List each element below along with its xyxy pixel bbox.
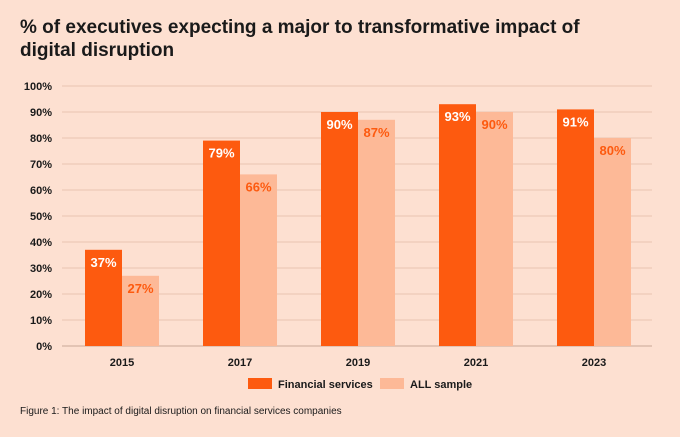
data-label: 37% xyxy=(90,255,116,270)
y-tick-label: 60% xyxy=(30,185,52,197)
data-label: 80% xyxy=(599,143,625,158)
bar-all-sample-2019 xyxy=(358,119,395,346)
bar-financial-services-2023 xyxy=(557,109,594,347)
legend: Financial services ALL sample xyxy=(248,378,472,391)
data-label: 27% xyxy=(127,281,153,296)
legend-swatch xyxy=(380,378,404,389)
bar-financial-services-2019 xyxy=(321,112,358,346)
x-tick-label: 2023 xyxy=(582,357,606,369)
x-tick-label: 2019 xyxy=(346,357,370,369)
bar-all-sample-2015 xyxy=(122,275,159,346)
figure-caption: Figure 1: The impact of digital disrupti… xyxy=(20,406,342,417)
data-labels: 37% 27% 79% 66% 90% 87% 93% 90% 91% 80% xyxy=(90,109,625,296)
legend-label: ALL sample xyxy=(410,379,472,391)
y-tick-label: 70% xyxy=(30,159,52,171)
data-label: 90% xyxy=(326,117,352,132)
data-label: 66% xyxy=(245,179,271,194)
y-tick-label: 100% xyxy=(24,81,52,93)
data-label: 91% xyxy=(562,114,588,129)
x-tick-label: 2017 xyxy=(228,357,252,369)
legend-label: Financial services xyxy=(278,379,373,391)
y-tick-label: 10% xyxy=(30,315,52,327)
x-tick-label: 2021 xyxy=(464,357,488,369)
legend-swatch xyxy=(248,378,272,389)
y-tick-label: 20% xyxy=(30,289,52,301)
x-tick-label: 2015 xyxy=(110,357,134,369)
y-tick-label: 50% xyxy=(30,211,52,223)
y-tick-label: 80% xyxy=(30,133,52,145)
y-tick-label: 40% xyxy=(30,237,52,249)
y-tick-label: 0% xyxy=(36,341,52,353)
data-label: 93% xyxy=(444,109,470,124)
bar-financial-services-2015 xyxy=(85,249,122,346)
data-label: 90% xyxy=(481,117,507,132)
bar-all-sample-2023 xyxy=(594,138,631,346)
bar-all-sample-2017 xyxy=(240,174,277,346)
bars xyxy=(85,104,631,347)
bar-financial-services-2021 xyxy=(439,104,476,346)
bar-all-sample-2021 xyxy=(476,112,513,346)
x-axis-ticks: 2015 2017 2019 2021 2023 xyxy=(110,357,606,369)
y-tick-label: 30% xyxy=(30,263,52,275)
bar-financial-services-2017 xyxy=(203,140,240,346)
data-label: 79% xyxy=(208,146,234,161)
y-tick-label: 90% xyxy=(30,107,52,119)
chart-title: % of executives expecting a major to tra… xyxy=(20,17,580,61)
y-axis-ticks: 0% 10% 20% 30% 40% 50% 60% 70% 80% 90% 100% xyxy=(24,81,52,353)
data-label: 87% xyxy=(363,125,389,140)
